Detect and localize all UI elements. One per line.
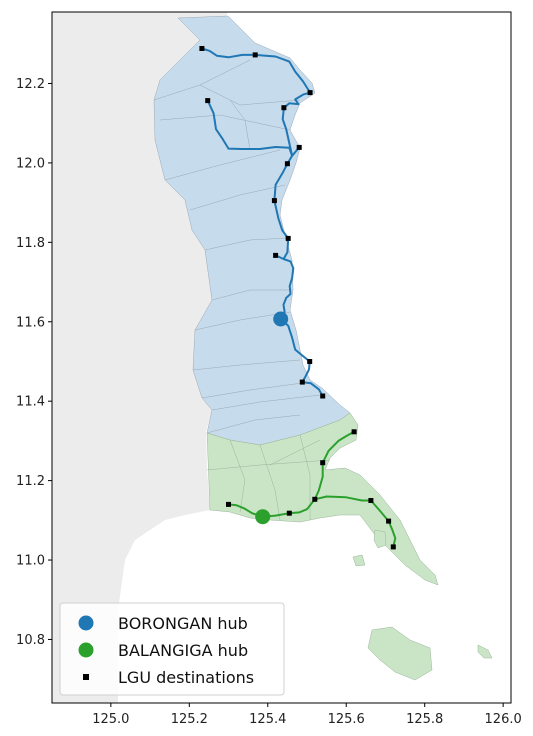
x-tick-label-1: 125.0 — [92, 712, 129, 727]
legend-label-balangiga: BALANGIGA hub — [118, 641, 248, 660]
samar-west-land — [52, 12, 228, 703]
legend-marker-lgu — [83, 674, 89, 680]
lgu-marker-15 — [320, 460, 326, 466]
lgu-marker-1 — [199, 46, 205, 51]
x-tick-label-3: 125.4 — [249, 712, 286, 727]
lgu-marker-21 — [390, 544, 396, 550]
x-tick-label-2: 125.2 — [171, 712, 208, 727]
lgu-marker-2 — [252, 52, 258, 58]
island-green-2 — [477, 644, 493, 659]
x-tick-label-6: 126.0 — [485, 712, 522, 727]
y-tick-label-7: 12.0 — [16, 156, 45, 171]
legend: BORONGAN hub BALANGIGA hub LGU destinati… — [59, 602, 285, 696]
borongan-route-1 — [275, 254, 295, 320]
y-axis-ticks: 10.8 11.0 11.2 11.4 11.6 11.8 12.0 12.2 — [16, 77, 52, 648]
lgu-marker-20 — [386, 518, 392, 524]
y-tick-label-8: 12.2 — [16, 77, 45, 92]
y-tick-label-3: 11.2 — [16, 474, 45, 489]
lgu-marker-17 — [368, 498, 374, 503]
island-green-4 — [352, 554, 366, 567]
borongan-region-shape — [153, 15, 351, 446]
lgu-destinations — [199, 46, 396, 550]
legend-label-lgu: LGU destinations — [118, 668, 254, 687]
lgu-marker-18 — [226, 501, 231, 507]
axes-frame — [51, 11, 512, 704]
balangiga-route-3 — [313, 430, 355, 500]
hub-markers — [255, 311, 289, 525]
y-tick-label-5: 11.6 — [16, 315, 45, 330]
lgu-marker-4 — [205, 98, 211, 104]
lgu-marker-9 — [285, 235, 291, 241]
balangiga-boundaries — [206, 434, 331, 521]
lgu-marker-13 — [320, 393, 326, 399]
legend-marker-balangiga — [78, 642, 94, 658]
balangiga-route-4 — [314, 495, 397, 548]
hub-marker-1 — [273, 311, 289, 327]
lgu-marker-6 — [296, 144, 302, 150]
lgu-marker-7 — [284, 161, 290, 167]
lgu-marker-14 — [351, 429, 357, 435]
balangiga-region — [206, 412, 493, 681]
legend-marker-borongan — [78, 615, 94, 631]
balangiga-region-shape — [206, 412, 439, 586]
borongan-region — [153, 15, 351, 446]
lgu-marker-5 — [281, 105, 287, 111]
lgu-marker-10 — [273, 252, 279, 258]
balangiga-route-2 — [262, 498, 316, 518]
y-tick-label-4: 11.4 — [16, 395, 45, 410]
borongan-route-5 — [201, 47, 311, 94]
y-tick-label-2: 11.0 — [16, 554, 45, 569]
x-tick-label-4: 125.6 — [328, 712, 365, 727]
island-green-3 — [373, 529, 387, 549]
island-gray-1 — [84, 245, 125, 278]
lgu-marker-11 — [307, 359, 313, 364]
legend-box — [59, 602, 285, 696]
x-tick-label-5: 125.8 — [406, 712, 443, 727]
x-axis-ticks: 125.0 125.2 125.4 125.6 125.8 126.0 — [92, 703, 522, 727]
borongan-route-6 — [280, 318, 324, 397]
lgu-marker-16 — [312, 496, 318, 502]
borongan-route-3 — [206, 100, 294, 157]
background-land — [52, 12, 228, 703]
island-green-1 — [367, 626, 433, 681]
leyte-land — [52, 250, 120, 520]
lgu-marker-8 — [271, 198, 277, 204]
lgu-marker-19 — [286, 510, 292, 516]
lgu-marker-3 — [307, 90, 313, 96]
lgu-marker-12 — [299, 379, 305, 385]
hub-marker-2 — [255, 509, 271, 525]
y-tick-label-6: 11.8 — [16, 236, 45, 251]
legend-label-borongan: BORONGAN hub — [118, 614, 248, 633]
borongan-boundaries — [153, 59, 321, 434]
borongan-route-4 — [281, 91, 311, 157]
y-tick-label-1: 10.8 — [16, 633, 45, 648]
